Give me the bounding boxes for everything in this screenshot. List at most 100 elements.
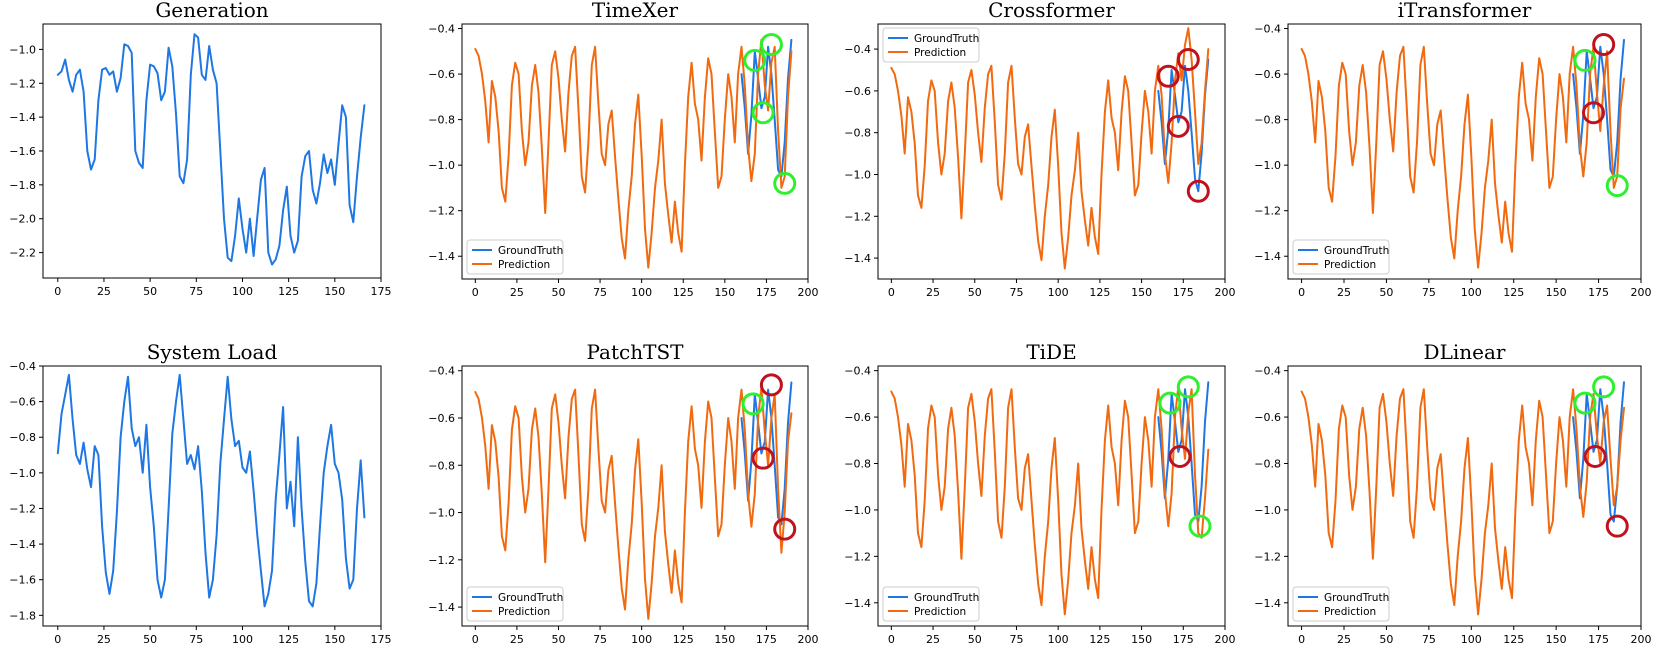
x-tick-label: 200 [1215,286,1236,299]
x-tick-label: 125 [1503,633,1524,646]
legend-label: GroundTruth [1324,245,1389,257]
x-tick-label: 175 [756,286,777,299]
annotation-circle-bad [759,373,783,397]
y-tick-label: −0.8 [844,458,871,471]
x-tick-label: 175 [1588,286,1609,299]
x-tick-label: 25 [926,633,940,646]
legend-box [882,586,980,622]
annotation-circle-good [1158,391,1182,415]
x-tick-label: 125 [1089,286,1110,299]
y-tick-label: −1.2 [844,550,871,563]
y-tick-label: −1.4 [844,252,871,265]
axes-frame [461,23,809,280]
x-tick-label: 150 [714,286,735,299]
y-tick-label: −0.4 [428,365,455,378]
legend-label: Prediction [914,47,966,59]
annotation-circle-bad [1583,445,1607,469]
y-tick-label: −0.4 [428,23,455,36]
x-tick-label: 200 [798,633,819,646]
x-tick-label: 100 [232,285,253,298]
y-tick-label: −1.4 [9,538,36,551]
panel-timexer: TimeXer 0 25 50 75 100 125 150 175 200 −0.4 −0.6 −0.… [428,0,818,299]
annotation-circle-good [1592,375,1616,399]
legend-label: Prediction [1324,606,1376,618]
y-tick-label: −1.0 [1254,504,1281,517]
panel-title: Crossformer [988,0,1115,22]
y-tick-label: −1.4 [1254,597,1281,610]
y-tick-label: −0.8 [1254,458,1281,471]
y-tick-label: −0.8 [844,127,871,140]
annotation-circle-good [759,32,783,56]
x-tick-label: 125 [1503,286,1524,299]
series-line-ground-truth [1157,58,1210,193]
series-line-prediction [474,38,793,269]
x-tick-label: 150 [714,633,735,646]
annotation-circle-bad [1592,32,1616,56]
annotation-circle-good [1188,514,1212,538]
legend-box [466,239,564,275]
x-tick-label: 175 [371,633,392,646]
x-tick-label: 50 [1379,633,1393,646]
series-line-ground-truth [1157,381,1210,523]
x-tick-label: 125 [673,633,694,646]
x-tick-label: 25 [1337,286,1351,299]
series-line-ground-truth [740,38,793,178]
y-tick-label: −1.8 [9,179,36,192]
x-tick-label: 50 [968,286,982,299]
legend: GroundTruth Prediction [466,586,564,622]
annotation-circle-good [751,101,775,125]
y-tick-label: −0.6 [1254,411,1281,424]
y-tick-label: −0.4 [844,43,871,56]
annotation-circle-bad [1168,445,1192,469]
x-tick-label: 0 [472,633,479,646]
legend-box [466,586,564,622]
y-tick-label: −0.4 [9,360,36,373]
panel-title: DLinear [1424,340,1506,364]
x-tick-label: 200 [1631,286,1652,299]
x-tick-label: 25 [97,285,111,298]
y-tick-label: −2.0 [9,213,36,226]
x-tick-label: 175 [371,285,392,298]
x-tick-label: 100 [232,633,253,646]
legend-label: GroundTruth [1324,592,1389,604]
x-tick-label: 100 [1048,633,1069,646]
x-tick-label: 25 [1337,633,1351,646]
panel-dlinear: DLinear 0 25 50 75 100 125 150 175 200 −0.4 −0.6 −0.… [1254,340,1651,646]
y-tick-label: −1.6 [9,574,36,587]
x-tick-label: 125 [1089,633,1110,646]
y-tick-label: −1.2 [9,502,36,515]
x-tick-label: 150 [324,633,345,646]
y-tick-label: −0.6 [428,412,455,425]
x-tick-label: 100 [1461,286,1482,299]
y-tick-label: −1.4 [9,111,36,124]
axes-frame [1287,365,1642,627]
x-tick-label: 200 [1215,633,1236,646]
x-tick-label: 175 [1173,633,1194,646]
x-tick-label: 75 [593,286,607,299]
y-tick-label: −1.0 [428,507,455,520]
panel-system_load: System Load 0 25 50 75 100 125 150 175 −0.4 −0.6 −0… [9,340,391,646]
y-tick-label: −1.2 [1254,550,1281,563]
annotation-circle-bad [773,517,797,541]
annotation-circle-bad [1176,48,1200,72]
y-tick-label: −1.4 [844,597,871,610]
y-tick-label: −1.0 [9,43,36,56]
y-tick-label: −1.0 [1254,159,1281,172]
panel-tide: TiDE 0 25 50 75 100 125 150 175 200 −0.4 −0.6 −0.8 −1… [844,340,1235,646]
series-line-prediction [1300,45,1625,269]
y-tick-label: −0.6 [9,396,36,409]
legend-box [882,27,980,63]
legend-label: GroundTruth [498,245,563,257]
x-tick-label: 25 [510,286,524,299]
annotation-circle-good [1176,375,1200,399]
x-tick-label: 0 [1298,286,1305,299]
x-tick-label: 150 [324,285,345,298]
annotation-circle-good [741,392,765,416]
y-tick-label: −0.6 [844,85,871,98]
x-tick-label: 125 [278,633,299,646]
y-tick-label: −0.4 [1254,23,1281,36]
panel-title: TimeXer [592,0,679,22]
panel-crossformer: Crossformer 0 25 50 75 100 125 150 175 200 −0.4 −0.… [844,0,1235,299]
annotation-circle-good [773,171,797,195]
